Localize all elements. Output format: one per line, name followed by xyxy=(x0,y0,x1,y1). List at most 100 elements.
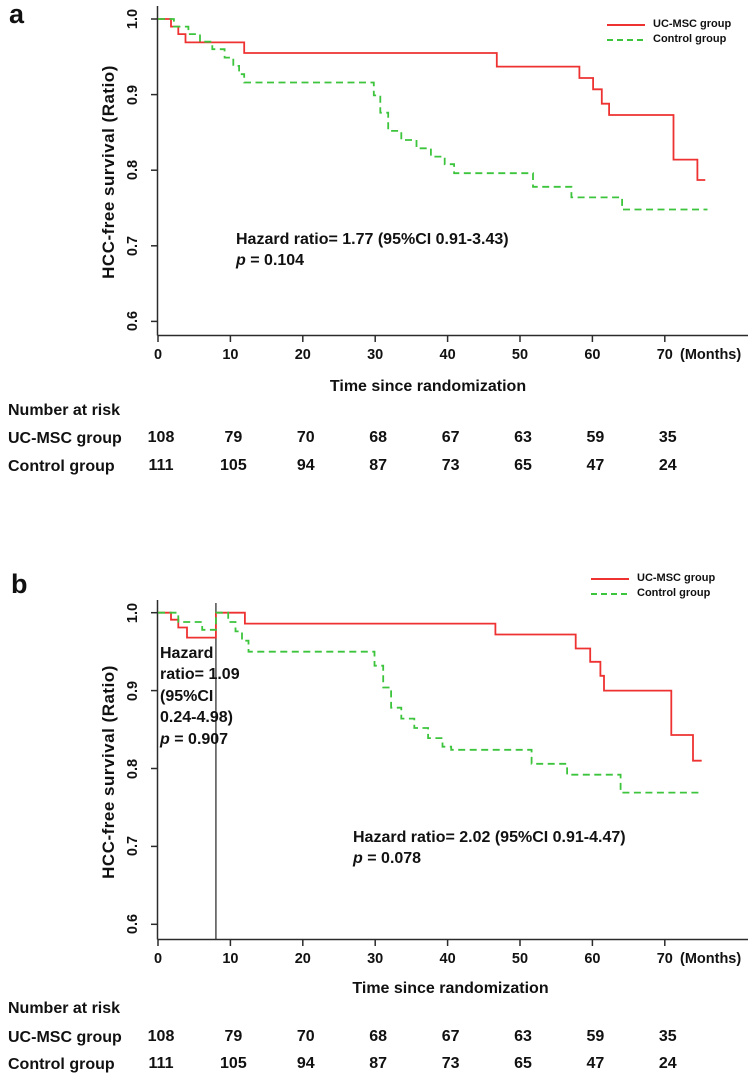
p-value-text: p = 0.104 xyxy=(236,252,305,270)
risk-count: 68 xyxy=(369,429,388,446)
panel-b-hazard-annotation: Hazard ratio= 2.02 (95%CI 0.91-4.47) p = … xyxy=(353,827,626,870)
y-tick-label: 0.9 xyxy=(125,680,141,701)
x-tick-label: 30 xyxy=(367,951,384,967)
y-tick-label: 0.7 xyxy=(125,836,141,857)
risk-count: 67 xyxy=(441,1028,460,1045)
legend-label: UC-MSC group xyxy=(653,18,732,30)
p-value-text: p = 0.907 xyxy=(160,730,229,748)
risk-count: 111 xyxy=(148,1055,174,1072)
risk-count: 70 xyxy=(296,1028,315,1045)
risk-count: 70 xyxy=(296,429,315,446)
y-tick-label: 0.7 xyxy=(125,235,141,256)
x-tick-label: 30 xyxy=(367,347,384,363)
risk-count: 35 xyxy=(658,1028,677,1045)
x-tick-label: 50 xyxy=(511,347,529,363)
panel-a-risk-header: Number at risk xyxy=(8,402,121,419)
risk-count: 73 xyxy=(441,1055,460,1072)
panel-b-risk-header: Number at risk xyxy=(8,1000,121,1017)
legend-entry-ucmsc: UC-MSC group xyxy=(591,573,715,584)
risk-count: 47 xyxy=(586,457,605,474)
risk-count: 108 xyxy=(147,429,175,446)
hazard-ratio-text: Hazard xyxy=(160,645,214,662)
panel-b-months-unit-label: (Months) xyxy=(680,951,742,967)
y-tick-label: 0.8 xyxy=(125,160,141,181)
y-tick-label: 0.9 xyxy=(125,84,141,105)
risk-count: 35 xyxy=(658,429,677,446)
x-tick-label: 20 xyxy=(294,347,311,363)
hazard-ratio-text: 0.24-4.98) xyxy=(160,709,233,727)
legend-entry-ucmsc: UC-MSC group xyxy=(607,19,731,30)
x-tick-label: 70 xyxy=(656,347,673,363)
risk-count: 79 xyxy=(224,1028,243,1045)
y-tick-label: 0.8 xyxy=(125,758,141,779)
risk-count: 24 xyxy=(658,457,677,474)
x-tick-label: 40 xyxy=(439,347,456,363)
hazard-ratio-text: ratio= 1.09 xyxy=(160,666,240,684)
panel-b-legend: UC-MSC group Control group xyxy=(591,573,715,599)
risk-count: 63 xyxy=(514,1028,532,1045)
panel-b-risk-row-label-control: Control group xyxy=(8,1056,115,1073)
risk-count: 87 xyxy=(369,457,388,474)
risk-count: 87 xyxy=(369,1055,388,1072)
panel-b-risk-row-label-ucmsc: UC-MSC group xyxy=(8,1029,122,1046)
hazard-ratio-text: Hazard ratio= 2.02 (95%CI 0.91-4.47) xyxy=(353,829,626,846)
risk-count: 111 xyxy=(148,457,174,474)
legend-entry-control: Control group xyxy=(591,588,715,599)
legend-label: UC-MSC group xyxy=(637,572,716,584)
hazard-ratio-text: (95%CI xyxy=(160,687,214,705)
ucmsc-line-sample xyxy=(607,23,645,26)
x-tick-label: 0 xyxy=(153,951,163,967)
risk-count: 105 xyxy=(220,1055,247,1072)
ucmsc-survival-curve xyxy=(158,611,702,762)
x-tick-label: 10 xyxy=(222,951,239,967)
p-value-text: p = 0.078 xyxy=(353,850,422,868)
panel-a-risk-row-label-control: Control group xyxy=(8,458,115,475)
legend-entry-control: Control group xyxy=(607,34,731,45)
y-tick-label: 0.6 xyxy=(125,914,141,935)
x-tick-label: 10 xyxy=(222,347,239,363)
x-tick-label: 60 xyxy=(584,951,601,967)
x-tick-label: 70 xyxy=(656,951,673,967)
panel-a-hazard-annotation: Hazard ratio= 1.77 (95%CI 0.91-3.43) p = … xyxy=(236,229,509,272)
x-tick-label: 0 xyxy=(153,347,163,363)
ucmsc-line-sample xyxy=(591,577,629,580)
panel-b-x-axis-title: Time since randomization xyxy=(352,980,549,997)
legend-label: Control group xyxy=(653,33,727,45)
control-survival-curve xyxy=(158,611,701,794)
x-tick-label: 60 xyxy=(584,347,601,363)
panel-b-label: b xyxy=(11,569,28,599)
hazard-ratio-text: Hazard ratio= 1.77 (95%CI 0.91-3.43) xyxy=(236,231,509,248)
control-line-sample xyxy=(607,38,645,41)
risk-count: 63 xyxy=(514,429,532,446)
risk-count: 73 xyxy=(441,457,460,474)
risk-count: 68 xyxy=(369,1028,388,1045)
x-tick-label: 40 xyxy=(439,951,456,967)
panel-a-months-unit-label: (Months) xyxy=(680,347,742,363)
risk-count: 108 xyxy=(147,1028,175,1045)
panel-a-y-axis-title: HCC-free survival (Ratio) xyxy=(99,65,118,279)
risk-count: 67 xyxy=(441,429,460,446)
risk-count: 65 xyxy=(514,457,532,474)
risk-count: 65 xyxy=(514,1055,532,1072)
risk-count: 24 xyxy=(658,1055,677,1072)
risk-count: 94 xyxy=(296,1055,315,1072)
risk-count: 105 xyxy=(220,457,247,474)
panel-a-label: a xyxy=(9,0,25,29)
panel-b-y-axis-title: HCC-free survival (Ratio) xyxy=(99,665,118,879)
panel-a-legend: UC-MSC group Control group xyxy=(607,19,731,45)
control-survival-curve xyxy=(158,18,708,211)
panel-b-landmark-annotation: Hazard ratio= 1.09 (95%CI 0.24-4.98) p = … xyxy=(160,643,240,750)
risk-count: 94 xyxy=(296,457,315,474)
ucmsc-survival-curve xyxy=(158,18,706,181)
risk-count: 59 xyxy=(586,1028,605,1045)
y-tick-label: 1.0 xyxy=(125,602,141,623)
x-tick-label: 50 xyxy=(511,951,529,967)
x-tick-label: 20 xyxy=(294,951,311,967)
panel-a-risk-row-label-ucmsc: UC-MSC group xyxy=(8,430,122,447)
risk-count: 79 xyxy=(224,429,243,446)
legend-label: Control group xyxy=(637,587,711,599)
y-tick-label: 1.0 xyxy=(125,8,141,30)
control-line-sample xyxy=(591,592,629,595)
